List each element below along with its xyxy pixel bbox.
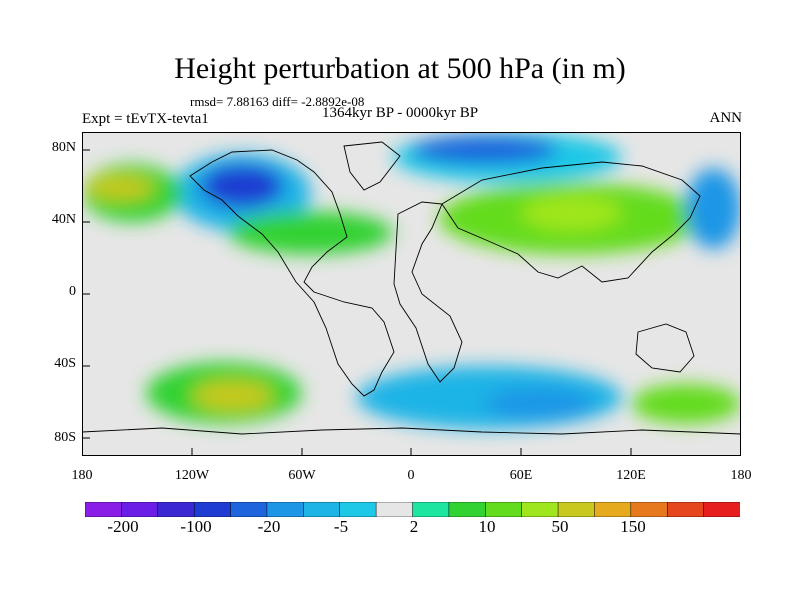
colorbar [85, 502, 740, 517]
colorbar-label: 2 [409, 517, 419, 536]
colorbar-swatch [193, 502, 232, 517]
anomaly-arctic-eurasia-deep-blue [411, 135, 558, 165]
north-america-outline [189, 149, 395, 397]
map-panel [82, 132, 741, 456]
colorbar-swatch [230, 502, 268, 517]
colorbar-swatch [85, 502, 123, 517]
colorbar-swatch [521, 502, 559, 517]
europe-africa-outline [393, 201, 463, 383]
anomaly-southwest-pacific-green [631, 384, 741, 424]
anomaly-north-atlantic-green [228, 211, 394, 255]
x-tick-label: 120E [616, 468, 646, 483]
anomaly-southern-ocean-deep-blue [484, 387, 595, 420]
axis-ticks [82, 149, 632, 456]
australia-outline [635, 323, 695, 373]
x-tick-label: 60E [509, 468, 533, 483]
colorbar-label: -20 [257, 517, 281, 536]
colorbar-swatch [557, 502, 596, 517]
y-tick-label: 40S [54, 356, 76, 371]
anomaly-northwest-pacific-blue [686, 168, 741, 249]
colorbar-swatch [303, 502, 341, 517]
greenland-outline [343, 141, 401, 191]
colorbar-swatch [266, 502, 304, 517]
season-label: ANN [709, 110, 743, 126]
colorbar-label: -5 [333, 517, 349, 536]
anomaly-south-pacific-yellow [191, 380, 275, 411]
y-tick-label: 0 [69, 284, 76, 299]
colorbar-label: 50 [551, 517, 569, 536]
colorbar-swatch [594, 502, 632, 517]
chart-title: Height perturbation at 500 hPa (in m) [174, 52, 626, 85]
period-text: 1364kyr BP - 0000kyr BP [322, 105, 479, 121]
x-tick-label: 180 [730, 468, 752, 483]
anomaly-layer [82, 132, 741, 429]
colorbar-swatch [157, 502, 195, 517]
colorbar-swatch [485, 502, 523, 517]
colorbar-label: 10 [478, 517, 496, 536]
y-tick-label: 80N [51, 140, 76, 155]
anomaly-north-pacific-yellow [85, 175, 156, 201]
colorbar-label: -200 [107, 517, 139, 536]
y-tick-label: 40N [51, 212, 76, 227]
x-tick-label: 60W [288, 468, 316, 483]
colorbar-swatch [630, 502, 668, 517]
colorbar-swatch [666, 502, 705, 517]
antarctica-outline [82, 427, 741, 435]
colorbar-swatch [121, 502, 159, 517]
stats-text: rmsd= 7.88163 diff= -2.8892e-08 [190, 94, 365, 109]
anomaly-central-asia-yellow [521, 195, 622, 231]
colorbar-swatch [375, 502, 414, 517]
x-tick-label: 180 [71, 468, 93, 483]
x-tick-label: 0 [407, 468, 415, 483]
experiment-label: Expt = tEvTX-tevta1 [82, 111, 209, 127]
x-tick-label: 120W [174, 468, 210, 483]
colorbar-swatch [448, 502, 486, 517]
colorbar-swatch [412, 502, 450, 517]
colorbar-label: -100 [180, 517, 212, 536]
colorbar-swatch [703, 502, 740, 517]
colorbar-label: 150 [620, 517, 646, 536]
anomaly-north-america-deep-blue [201, 164, 284, 208]
asia-outline [441, 161, 701, 283]
colorbar-swatch [339, 502, 377, 517]
continent-outlines [82, 141, 741, 435]
y-tick-label: 80S [54, 430, 76, 445]
